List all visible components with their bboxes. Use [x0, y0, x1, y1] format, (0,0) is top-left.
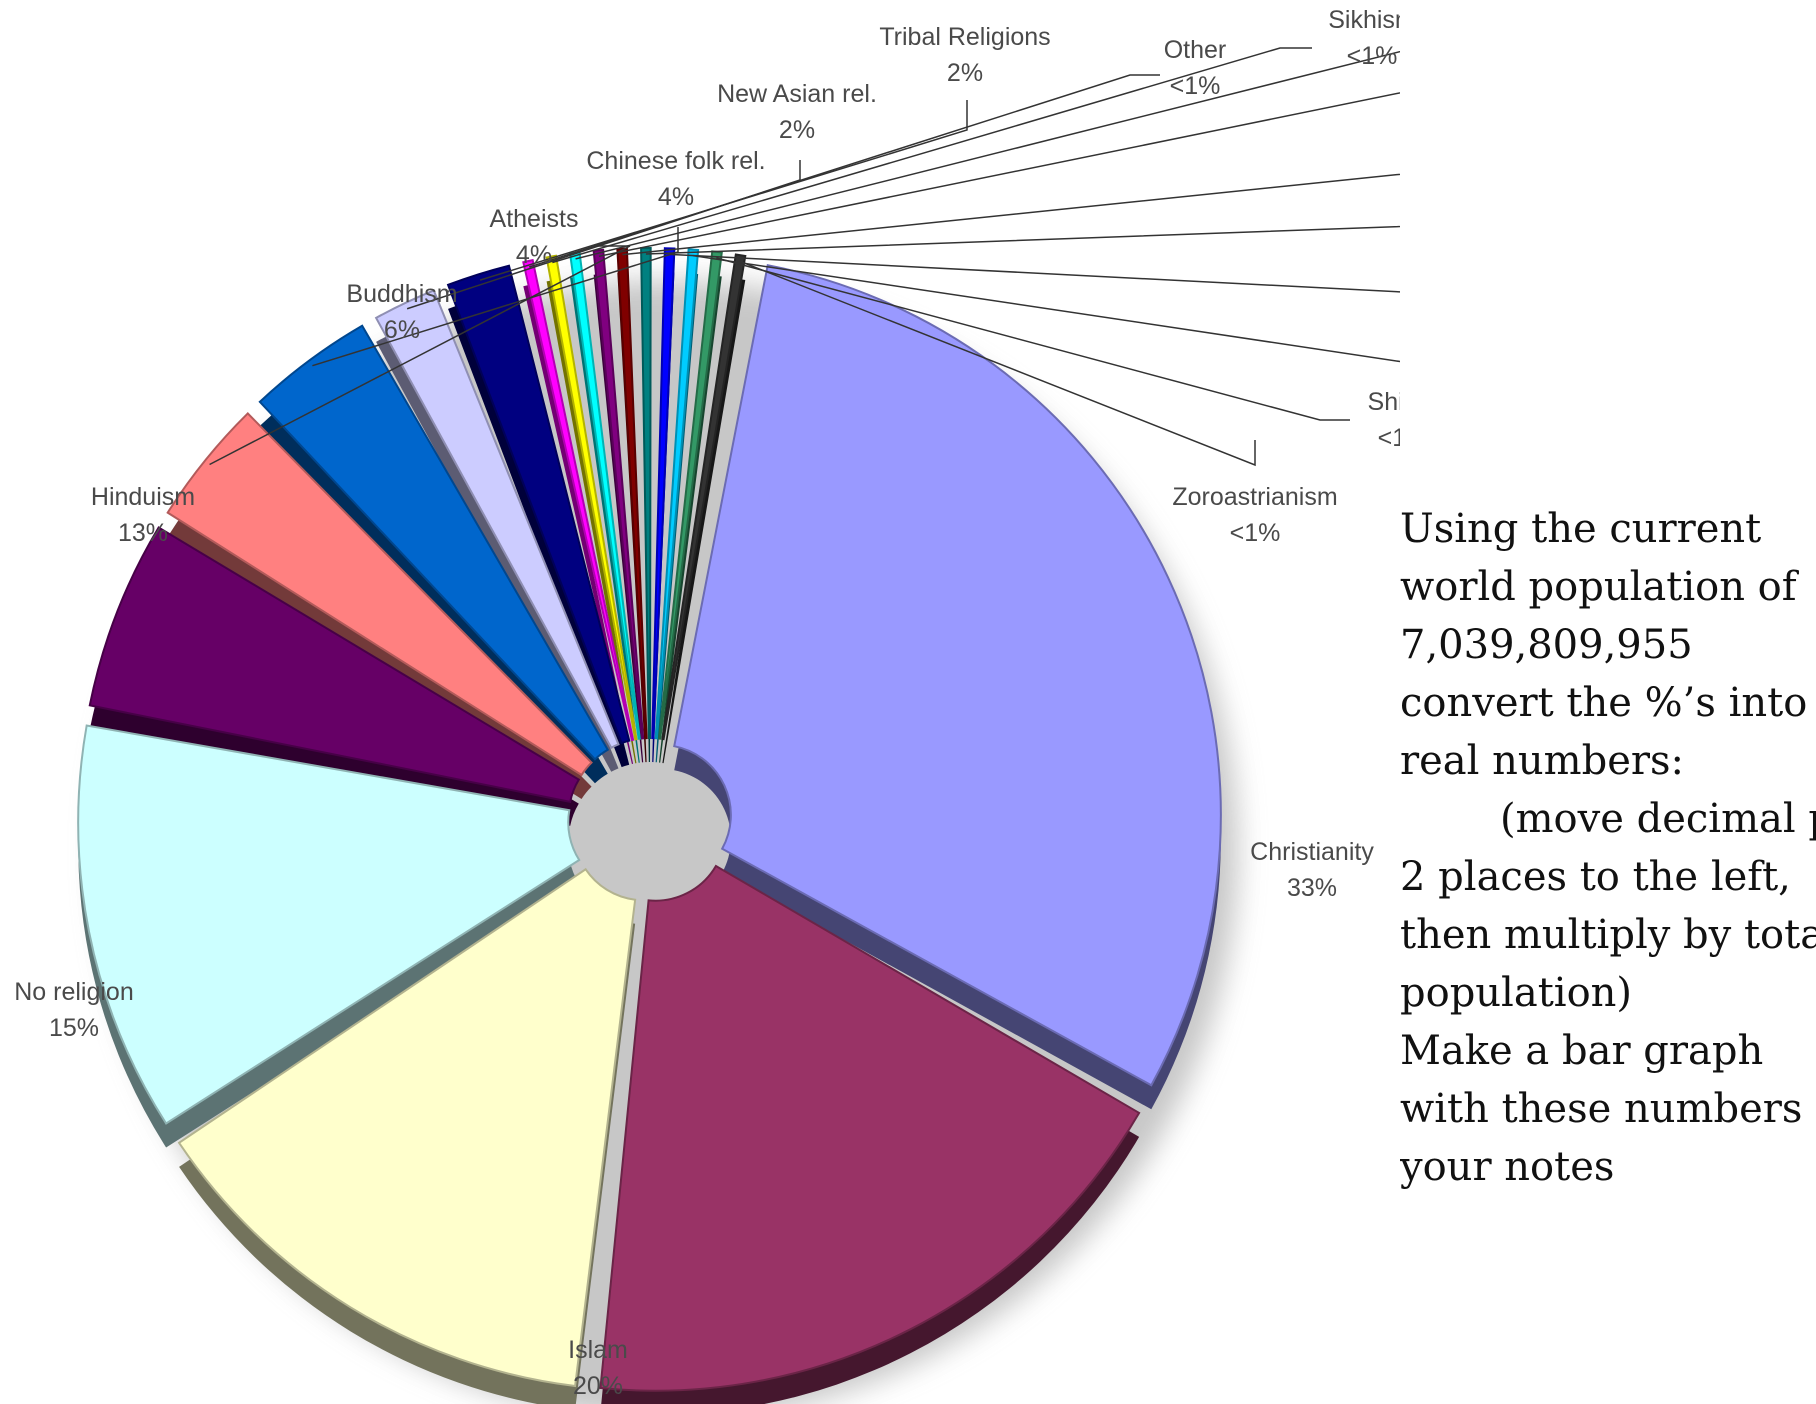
slice-label: No religion 15%	[14, 978, 134, 1042]
slice-label-name: New Asian rel.	[717, 80, 877, 108]
instructions-text: Using the current world population of 7,…	[1400, 500, 1816, 1220]
slice-label-value: <1%	[1170, 72, 1221, 100]
slice-label-value: 15%	[49, 1014, 99, 1042]
instruction-line: real numbers:	[1400, 738, 1685, 784]
instruction-line: convert the %’s into	[1400, 680, 1808, 726]
slice-label-value: 2%	[947, 59, 983, 87]
instruction-line: (move decimal p	[1500, 796, 1816, 842]
leader-line	[575, 50, 1400, 260]
instruction-line: Using the current	[1400, 506, 1762, 552]
slice-label-value: 13%	[118, 519, 168, 547]
leader-line	[552, 47, 1312, 264]
slice-label: Atheists 4%	[490, 205, 579, 269]
leader-line	[692, 254, 1400, 363]
pie-slice-side	[546, 279, 637, 764]
slice-label: Christianity 33%	[1250, 838, 1374, 902]
instruction-line: your notes	[1400, 1144, 1615, 1190]
pie-slice	[88, 526, 581, 804]
slice-label-value: 33%	[1287, 874, 1337, 902]
slice-label-name: Christianity	[1250, 838, 1374, 866]
slice-label: Shinto <1%	[1368, 388, 1400, 452]
slice-label-value: 2%	[779, 116, 815, 144]
pie-slice	[374, 289, 620, 750]
pie-slice-side	[593, 273, 644, 763]
slice-label-name: Atheists	[490, 205, 579, 233]
slice-label: Other <1%	[1164, 36, 1227, 100]
pie-slice	[258, 324, 610, 761]
leader-line	[716, 257, 1350, 421]
pie-chart: Christianity 33% Islam 20% No religion 15% Hin…	[14, 6, 1400, 1404]
slice-label-value: 4%	[658, 183, 694, 211]
slice-label-name: Buddhism	[346, 280, 457, 308]
pie-slice	[77, 724, 581, 1125]
pie-slice	[673, 264, 1222, 1087]
instruction-line: then multiply by total	[1400, 912, 1816, 958]
slice-label-name: Chinese folk rel.	[586, 147, 765, 175]
pie-slice-side	[659, 275, 722, 763]
leader-line	[529, 74, 1160, 268]
pie-slice-side	[662, 278, 746, 764]
pie-slice	[545, 254, 638, 741]
pie-slice	[177, 867, 637, 1388]
instruction-line: world population of	[1400, 564, 1797, 610]
slice-label: Hinduism 13%	[91, 483, 195, 547]
instruction-line: with these numbers in	[1400, 1086, 1816, 1132]
instruction-line: population)	[1400, 970, 1633, 1016]
slice-label-name: Tribal Religions	[879, 23, 1050, 51]
slice-label-name: Islam	[568, 1336, 628, 1364]
pie-slice	[166, 412, 593, 777]
leader-line	[598, 92, 1400, 258]
slice-label-name: Zoroastrianism	[1172, 483, 1337, 511]
pie-slice-side	[448, 289, 630, 768]
leader-line	[479, 100, 968, 281]
pie-slice	[654, 248, 700, 740]
leader-line	[622, 173, 1400, 256]
slice-label: Zoroastrianism <1%	[1172, 483, 1337, 547]
slice-label-value: <1%	[1378, 424, 1400, 452]
leader-line	[739, 260, 1256, 467]
pie-slice	[522, 258, 635, 742]
pie-slice	[599, 864, 1141, 1392]
slice-label: Chinese folk rel. 4%	[586, 147, 765, 211]
pie-slice	[661, 253, 747, 741]
slice-label: Tribal Religions 2%	[879, 23, 1050, 87]
slice-label: New Asian rel. 2%	[717, 80, 877, 144]
population-value: 7,039,809,955	[1400, 622, 1693, 668]
pie-slice	[651, 247, 676, 740]
instruction-line: 2 places to the left,	[1400, 854, 1791, 900]
slice-label-name: Other	[1164, 36, 1227, 64]
slice-label-value: <1%	[1347, 42, 1398, 70]
slice-label-name: Shinto	[1368, 388, 1400, 416]
instruction-line: Make a bar graph	[1400, 1028, 1764, 1074]
slice-label-name: Sikhism	[1328, 6, 1400, 34]
slice-label: Islam 20%	[568, 1336, 628, 1400]
slice-label-name: No religion	[14, 978, 134, 1006]
slice-label-value: 6%	[384, 316, 420, 344]
slice-label-value: <1%	[1230, 519, 1281, 547]
leader-line	[312, 227, 679, 367]
pie-slice-side	[655, 273, 699, 763]
slice-label: Sikhism <1%	[1328, 6, 1400, 70]
pie-slice	[446, 264, 631, 745]
leader-line	[669, 253, 1400, 293]
slice-label-value: 20%	[573, 1372, 623, 1400]
slice-label-name: Hinduism	[91, 483, 195, 511]
slice-label: Buddhism 6%	[346, 280, 457, 344]
pie-slice-side	[570, 276, 640, 763]
slice-label-value: 4%	[516, 241, 552, 269]
leader-line	[645, 225, 1400, 255]
